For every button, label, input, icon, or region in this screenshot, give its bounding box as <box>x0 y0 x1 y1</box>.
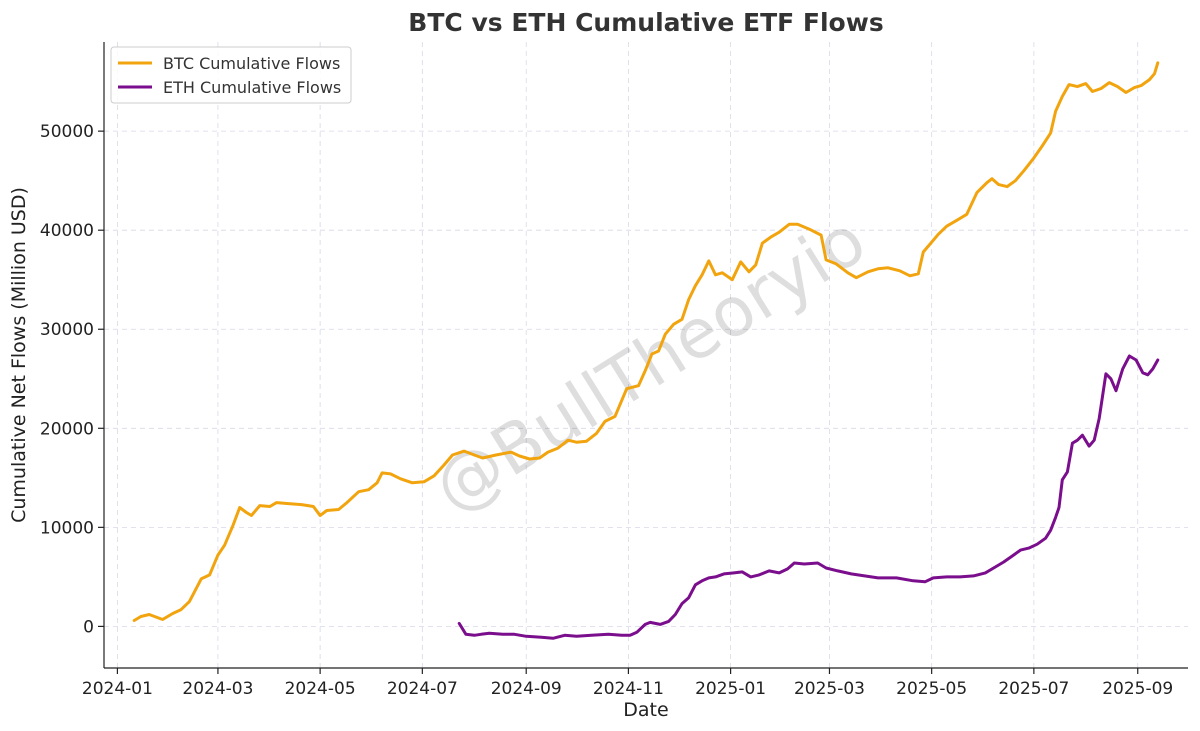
watermark: @BullTheoryio <box>420 201 879 529</box>
x-tick-label: 2024-09 <box>491 679 562 699</box>
legend: BTC Cumulative Flows ETH Cumulative Flow… <box>110 46 352 104</box>
x-tick-label: 2025-05 <box>896 679 967 699</box>
legend-label-eth: ETH Cumulative Flows <box>163 78 341 97</box>
x-tick-label: 2025-01 <box>695 679 766 699</box>
x-tick-label: 2025-03 <box>794 679 865 699</box>
axes <box>103 42 1188 669</box>
x-tick-label: 2024-01 <box>82 679 153 699</box>
x-tick-label: 2024-11 <box>593 679 664 699</box>
x-ticks: 2024-01 2024-03 2024-05 2024-07 2024-09 2024-… <box>82 668 1173 699</box>
x-tick-label: 2024-03 <box>182 679 253 699</box>
x-tick-label: 2024-05 <box>285 679 356 699</box>
chart-title: BTC vs ETH Cumulative ETF Flows <box>408 8 883 37</box>
y-axis-label: Cumulative Net Flows (Million USD) <box>8 187 30 523</box>
y-tick-label: 40000 <box>40 221 94 241</box>
x-tick-label: 2025-07 <box>998 679 1069 699</box>
y-tick-label: 0 <box>83 617 94 637</box>
x-tick-label: 2025-09 <box>1102 679 1173 699</box>
y-tick-label: 10000 <box>40 518 94 538</box>
x-tick-label: 2024-07 <box>387 679 458 699</box>
x-axis-label: Date <box>623 699 668 721</box>
btc-series-line <box>132 61 1160 622</box>
eth-series-line <box>457 354 1160 640</box>
y-tick-label: 30000 <box>40 320 94 340</box>
legend-label-btc: BTC Cumulative Flows <box>163 54 340 73</box>
y-ticks: 0 10000 20000 30000 40000 50000 <box>40 122 104 637</box>
y-tick-label: 50000 <box>40 122 94 142</box>
grid <box>104 42 1188 668</box>
series-lines <box>132 61 1160 640</box>
y-tick-label: 20000 <box>40 419 94 439</box>
legend-box <box>110 46 352 104</box>
